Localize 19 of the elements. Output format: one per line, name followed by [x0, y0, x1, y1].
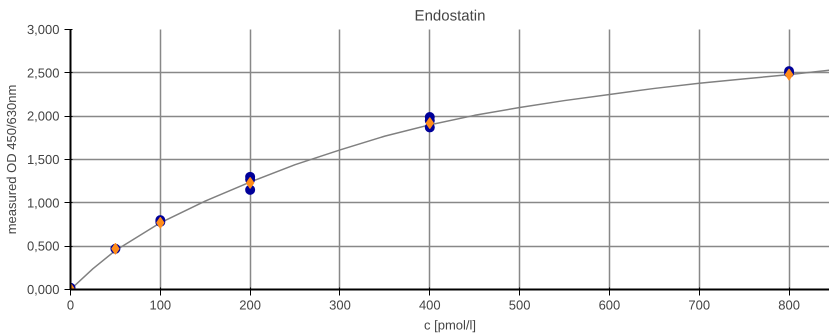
x-tick-label: 100	[149, 298, 172, 312]
x-axis-title: c [pmol/l]	[424, 318, 476, 332]
x-tick-label: 800	[778, 298, 800, 312]
x-tick-label: 600	[598, 298, 620, 312]
y-axis-title: measured OD 450/630nm	[4, 84, 19, 234]
x-tick-label: 400	[418, 298, 441, 312]
x-tick-label: 500	[508, 298, 530, 312]
x-tick-label: 0	[66, 298, 74, 312]
y-tick-label: 2,500	[26, 65, 60, 80]
x-tick-label: 700	[688, 298, 710, 312]
y-tick-label: 3,000	[26, 22, 60, 37]
y-tick-label: 0,500	[26, 238, 60, 254]
x-tick-label: 300	[329, 298, 351, 312]
y-tick-label: 1,500	[26, 152, 60, 167]
y-tick-label: 1,000	[26, 195, 60, 210]
y-tick-label: 0,000	[26, 282, 60, 297]
x-tick-label: 200	[239, 298, 262, 312]
y-tick-label: 2,000	[26, 108, 60, 124]
chart-title: Endostatin	[414, 8, 486, 24]
